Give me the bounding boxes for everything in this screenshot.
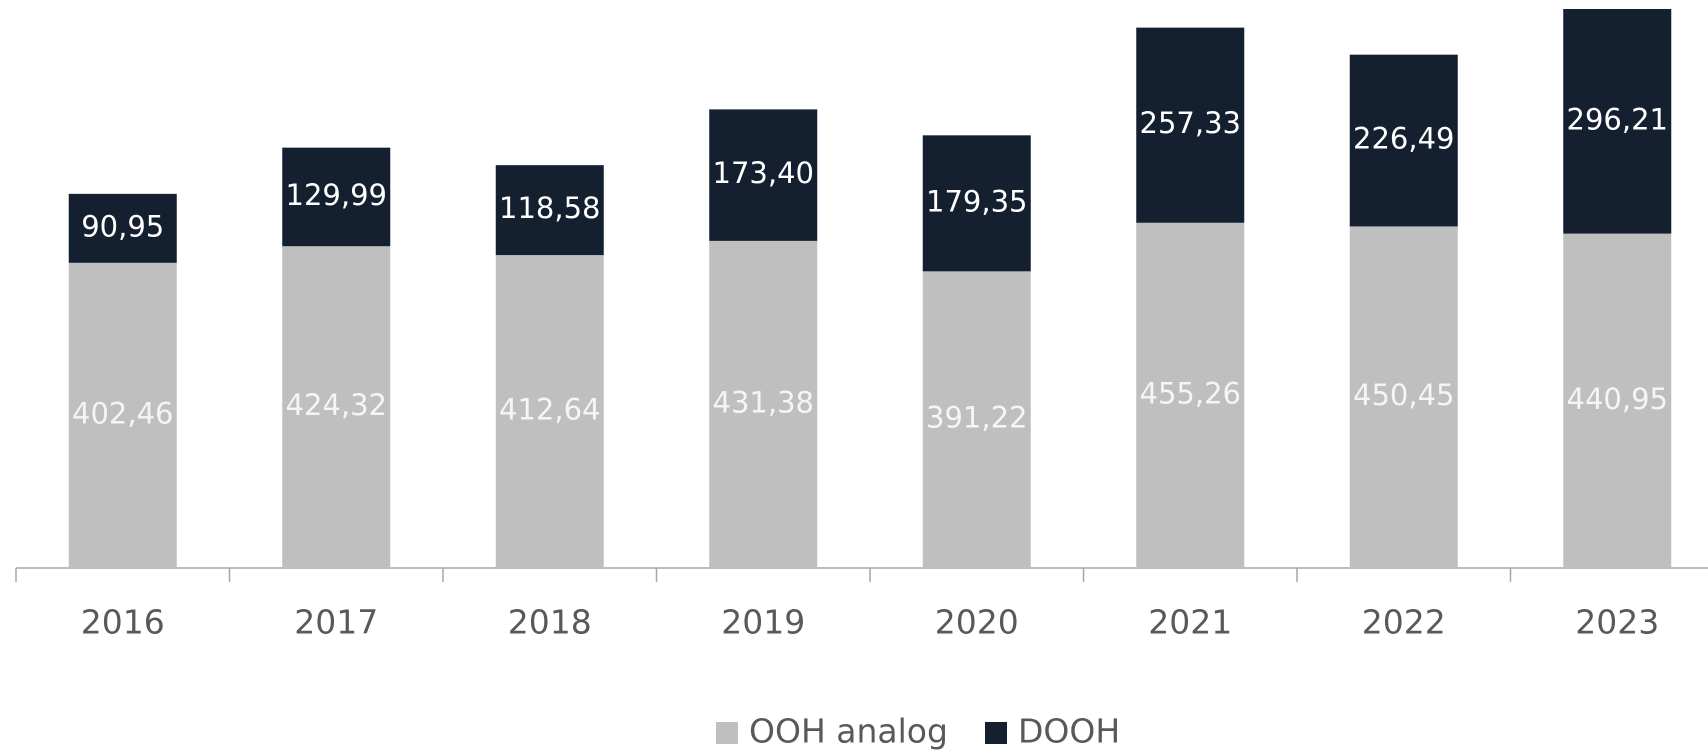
data-label: 450,45 — [1353, 378, 1454, 412]
bar-segment — [1563, 233, 1672, 568]
bar-segment — [1136, 27, 1245, 223]
legend-swatch — [716, 722, 738, 744]
x-tick-label: 2023 — [1575, 603, 1659, 642]
bar-segment — [68, 193, 177, 263]
bar-segment — [922, 271, 1031, 568]
bar-segment — [1136, 222, 1245, 568]
data-label: 412,64 — [499, 393, 600, 427]
legend-swatch — [985, 722, 1007, 744]
data-label: 424,32 — [286, 388, 387, 422]
legend-label: OOH analog — [749, 712, 948, 751]
data-label: 179,35 — [926, 184, 1027, 218]
x-tick-label: 2017 — [294, 603, 378, 642]
data-label: 391,22 — [926, 401, 1027, 435]
bar-segment — [495, 255, 604, 568]
data-label: 440,95 — [1567, 382, 1668, 416]
x-tick-label: 2018 — [508, 603, 592, 642]
bar-segment — [709, 240, 818, 568]
bar-segment — [922, 135, 1031, 272]
bar-segment — [282, 147, 391, 247]
x-tick-label: 2022 — [1362, 603, 1446, 642]
x-tick-label: 2020 — [935, 603, 1019, 642]
data-label: 90,95 — [81, 209, 164, 243]
bar-segment — [1349, 226, 1458, 568]
data-label: 257,33 — [1140, 106, 1241, 140]
bar-segment — [709, 109, 818, 241]
x-tick-label: 2016 — [81, 603, 165, 642]
legend-label: DOOH — [1018, 712, 1120, 751]
data-label: 431,38 — [713, 385, 814, 419]
bar-segment — [282, 246, 391, 568]
data-label: 402,46 — [72, 396, 173, 430]
data-label: 226,49 — [1353, 122, 1454, 156]
data-label: 129,99 — [286, 178, 387, 212]
data-label: 296,21 — [1567, 102, 1668, 136]
x-tick-label: 2019 — [721, 603, 805, 642]
bar-segment — [1563, 9, 1672, 234]
bar-segment — [68, 262, 177, 568]
x-tick-label: 2021 — [1148, 603, 1232, 642]
data-label: 173,40 — [713, 156, 814, 190]
bar-segment — [1349, 54, 1458, 227]
data-label: 455,26 — [1140, 376, 1241, 410]
data-label: 118,58 — [499, 191, 600, 225]
bar-segment — [495, 165, 604, 256]
